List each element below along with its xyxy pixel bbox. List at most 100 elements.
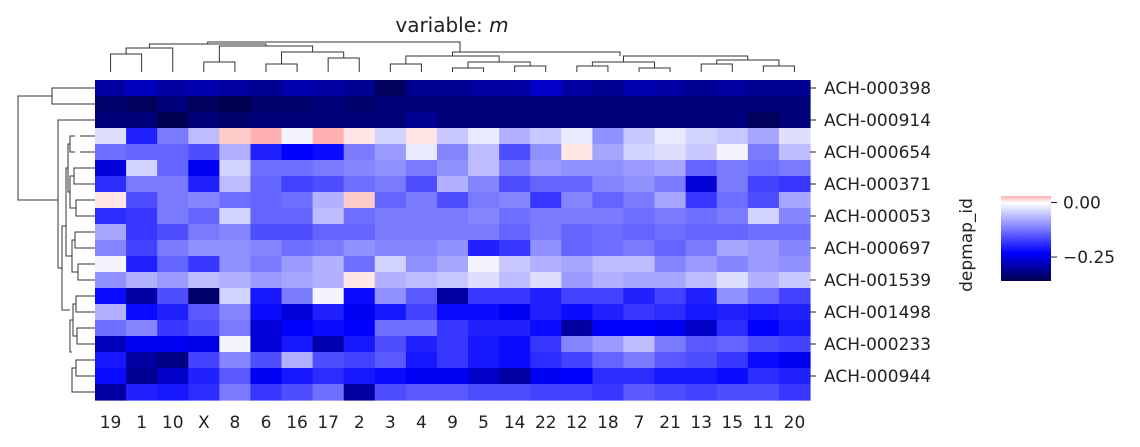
heatmap-cell bbox=[716, 352, 749, 369]
heatmap-cell bbox=[468, 112, 500, 129]
heatmap-cell bbox=[436, 112, 469, 129]
column-tick-label: 8 bbox=[229, 413, 240, 433]
heatmap-cell bbox=[654, 384, 687, 401]
heatmap-cell bbox=[126, 192, 158, 209]
heatmap-cell bbox=[499, 80, 531, 97]
heatmap-cell bbox=[343, 112, 376, 129]
heatmap-cell bbox=[95, 384, 127, 401]
heatmap-cell bbox=[654, 208, 687, 225]
heatmap-cell bbox=[623, 112, 656, 129]
heatmap-cell bbox=[561, 176, 593, 193]
heatmap-cell bbox=[126, 240, 158, 257]
heatmap-cell bbox=[499, 176, 531, 193]
heatmap-cell bbox=[530, 192, 562, 209]
heatmap-cell bbox=[778, 384, 811, 401]
heatmap-cell bbox=[405, 256, 438, 273]
heatmap-cell bbox=[623, 256, 656, 273]
heatmap-cell bbox=[623, 160, 656, 177]
heatmap-cell bbox=[312, 128, 345, 145]
heatmap-cell bbox=[623, 320, 656, 337]
column-tick-label: 19 bbox=[100, 413, 122, 433]
heatmap-cell bbox=[250, 304, 283, 321]
heatmap-cell bbox=[95, 272, 127, 289]
heatmap-cell bbox=[281, 224, 314, 241]
heatmap-cell bbox=[747, 208, 780, 225]
heatmap-cell bbox=[374, 368, 407, 385]
heatmap-cell bbox=[374, 224, 407, 241]
dendrogram-link bbox=[405, 55, 500, 64]
heatmap-cell bbox=[623, 96, 656, 113]
heatmap-cell bbox=[188, 304, 220, 321]
heatmap-cell bbox=[747, 256, 780, 273]
heatmap-cell bbox=[95, 96, 127, 113]
heatmap-cell bbox=[747, 288, 780, 305]
heatmap-cell bbox=[654, 112, 687, 129]
heatmap-cell bbox=[623, 352, 656, 369]
heatmap-cell bbox=[343, 352, 376, 369]
heatmap-cell bbox=[747, 384, 780, 401]
heatmap-cell bbox=[654, 160, 687, 177]
column-tick-label: 17 bbox=[317, 413, 339, 433]
dendrogram-link bbox=[125, 47, 174, 72]
heatmap-cell bbox=[250, 368, 283, 385]
heatmap-cell bbox=[561, 112, 593, 129]
heatmap-cell bbox=[281, 144, 314, 161]
heatmap-cell bbox=[499, 144, 531, 161]
heatmap-cell bbox=[126, 368, 158, 385]
heatmap-cell bbox=[95, 320, 127, 337]
heatmap-cell bbox=[747, 96, 780, 113]
row-tick-label: ACH-000371 bbox=[824, 175, 931, 195]
heatmap-cell bbox=[561, 96, 593, 113]
column-tick-label: 13 bbox=[690, 413, 712, 433]
heatmap-cell bbox=[468, 352, 500, 369]
heatmap-cell bbox=[716, 144, 749, 161]
heatmap-cell bbox=[436, 272, 469, 289]
heatmap-cell bbox=[468, 272, 500, 289]
heatmap-cell bbox=[157, 336, 189, 353]
heatmap-cell bbox=[499, 256, 531, 273]
heatmap-cell bbox=[343, 320, 376, 337]
heatmap-cell bbox=[561, 160, 593, 177]
heatmap-cell bbox=[778, 304, 811, 321]
heatmap-cell bbox=[343, 384, 376, 401]
heatmap-cell bbox=[374, 304, 407, 321]
heatmap-cell bbox=[250, 208, 283, 225]
heatmap-cell bbox=[95, 224, 127, 241]
dendrogram-link bbox=[452, 67, 485, 72]
heatmap-cell bbox=[95, 176, 127, 193]
heatmap-cell bbox=[685, 208, 718, 225]
heatmap-cell bbox=[250, 144, 283, 161]
heatmap-grid bbox=[95, 80, 811, 401]
heatmap-cell bbox=[468, 240, 500, 257]
heatmap-cell bbox=[592, 176, 625, 193]
dendrogram-link bbox=[69, 319, 73, 353]
heatmap-cell bbox=[219, 256, 252, 273]
heatmap-cell bbox=[530, 384, 562, 401]
dendrogram-link bbox=[77, 263, 80, 281]
heatmap-cell bbox=[778, 288, 811, 305]
heatmap-cell bbox=[778, 192, 811, 209]
heatmap-cell bbox=[436, 144, 469, 161]
dendrogram-link bbox=[51, 87, 60, 105]
dendrogram-link bbox=[69, 175, 76, 209]
heatmap-cell bbox=[343, 208, 376, 225]
column-tick-label: 11 bbox=[753, 413, 775, 433]
heatmap-cell bbox=[685, 128, 718, 145]
heatmap-cell bbox=[281, 272, 314, 289]
heatmap-cell bbox=[436, 352, 469, 369]
heatmap-cell bbox=[499, 224, 531, 241]
heatmap-cell bbox=[778, 144, 811, 161]
heatmap-cell bbox=[188, 320, 220, 337]
heatmap-cell bbox=[312, 208, 345, 225]
heatmap-cell bbox=[623, 368, 656, 385]
dendrogram-link bbox=[69, 135, 75, 153]
dendrogram-link bbox=[622, 55, 749, 62]
heatmap-cell bbox=[436, 96, 469, 113]
heatmap-cell bbox=[499, 128, 531, 145]
heatmap-cell bbox=[312, 160, 345, 177]
heatmap-cell bbox=[436, 192, 469, 209]
heatmap-cell bbox=[374, 176, 407, 193]
heatmap-cell bbox=[126, 176, 158, 193]
heatmap-cell bbox=[126, 160, 158, 177]
heatmap-cell bbox=[468, 192, 500, 209]
